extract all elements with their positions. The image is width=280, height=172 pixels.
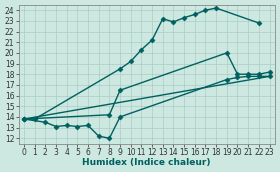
X-axis label: Humidex (Indice chaleur): Humidex (Indice chaleur) — [83, 158, 211, 167]
